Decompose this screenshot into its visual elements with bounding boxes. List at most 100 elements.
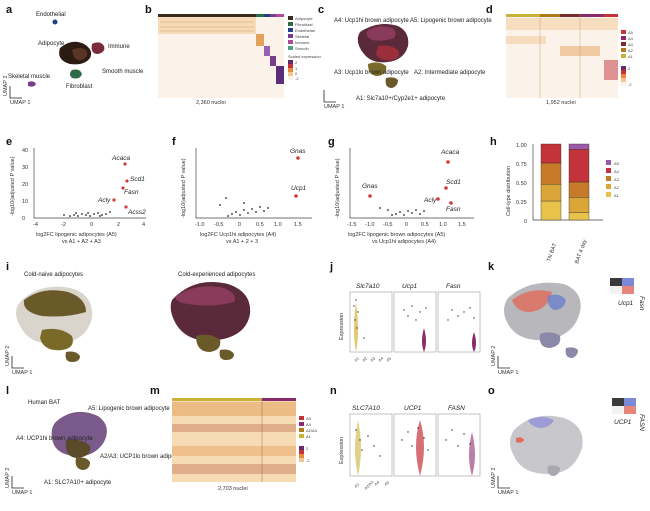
panel-a-label: a	[6, 4, 13, 16]
h-legend-label-a4: A4	[614, 169, 620, 174]
g-ylabel: -log10(adjusted P value)	[335, 158, 341, 218]
scale-b-tick: 0	[295, 71, 298, 76]
legend-a1: A1	[306, 434, 312, 439]
n-xcat: A2/A3	[363, 479, 375, 491]
g-xlabel: log2FC lipogenic brown adipocytes (A5)	[348, 232, 445, 238]
scale-m-tick: -2	[306, 458, 310, 463]
panel-o-umap: UCP1 FASN UMAP 1 UMAP 2	[491, 398, 645, 496]
panel-a-umap: Endothelial Adipocyte Immune Smooth musc…	[3, 12, 144, 106]
gene-scd1-label: Scd1	[130, 176, 145, 183]
panel-c-label: c	[318, 4, 324, 16]
n-gene-slc7a10: SLC7A10	[352, 405, 380, 412]
legend-adipocyte: Adipocyte	[295, 16, 313, 21]
bar-segment-a4-1	[568, 149, 590, 183]
gene-ucp1-point	[294, 194, 298, 198]
j-gene-fasn: Fasn	[446, 283, 461, 290]
n-xcat: A5	[383, 479, 391, 487]
o-gene-y: FASN	[638, 414, 645, 431]
l-label-a23: A2/A3: UCP1lo brown adipocyte	[100, 454, 186, 460]
scale-b-tick: -2	[295, 76, 299, 81]
gene-acly-label: Acly	[423, 197, 437, 204]
panel-e-volcano: 0 10 20 30 40 -4 -2 0 2 4 Acaca Scd1 Fas…	[10, 148, 146, 245]
gene-fasn-label: Fasn	[124, 189, 139, 196]
e-ytick: 10	[22, 199, 28, 205]
umap1-label: UMAP 1	[498, 370, 518, 376]
g-xtick: -0.5	[383, 222, 392, 228]
gene-acaca-label: Acaca	[440, 149, 459, 156]
scale-m-tick: 2	[306, 446, 309, 451]
panel-j-label: j	[329, 261, 333, 273]
e-xtick: -2	[61, 222, 66, 228]
e-xtick: -4	[33, 222, 38, 228]
g-xtick: 0	[405, 222, 408, 228]
scale-title-b: Scaled expression	[288, 54, 321, 59]
gene-gnas-point	[296, 156, 300, 160]
e-xlabel: log2FC lipogenic adipocytes (A5)	[36, 232, 117, 238]
panel-i-label: i	[6, 261, 9, 273]
gene-gnas-label: Gnas	[290, 148, 306, 155]
g-xlabel-2: vs Ucp1hi adipocytes (A4)	[372, 239, 436, 245]
j-gene-ucp1: Ucp1	[402, 283, 418, 290]
e-xtick: 4	[142, 222, 145, 228]
panel-m-label: m	[150, 385, 160, 397]
f-xtick: -0.5	[214, 222, 223, 228]
umap1-label: UMAP 1	[498, 490, 518, 496]
gene-gnas-label: Gnas	[362, 183, 378, 190]
gene-gnas-point	[368, 194, 372, 198]
panel-b-nuclei: 2,360 nuclei	[196, 100, 226, 106]
h-legend-label-a1: A1	[614, 193, 620, 198]
legend-fibroblast: Fibroblast	[295, 22, 313, 27]
panel-d-label: d	[486, 4, 493, 16]
f-xlabel: log2FC Ucp1hi adipocytes (A4)	[200, 232, 276, 238]
gene-fasn-label: Fasn	[446, 206, 461, 213]
umap2-label: UMAP 2	[5, 468, 11, 488]
h-legend-swatch-a3	[606, 176, 611, 181]
n-xcat: A4	[373, 479, 381, 487]
bar-segment-a2-1	[568, 196, 590, 213]
e-xtick: 0	[90, 222, 93, 228]
umap2-label: UMAP 2	[3, 76, 9, 96]
e-xtick: 2	[117, 222, 120, 228]
panel-g-label: g	[328, 136, 335, 148]
k-gene-y: Fasn	[638, 296, 645, 311]
j-xcat: A3	[369, 355, 377, 363]
gene-acly-point	[112, 198, 116, 202]
h-legend-swatch-a5	[606, 160, 611, 165]
panel-j-violin: Slc7a10 Ucp1 Fasn Expression A1 A2 A3 A4…	[339, 283, 481, 363]
panel-h-label: h	[490, 136, 497, 148]
gene-acaca-label: Acaca	[111, 155, 130, 162]
gene-acaca-point	[123, 162, 127, 166]
g-xtick: 0.5	[421, 222, 429, 228]
label-adipocyte: Adipocyte	[38, 41, 65, 47]
f-ylabel: -log10(adjusted P value)	[181, 158, 187, 218]
h-ytick: 1.00	[516, 143, 527, 149]
i-title-left: Cold-naive adipocytes	[24, 272, 83, 278]
h-ytick: 0.25	[516, 200, 527, 206]
legend-a2: A2	[628, 48, 634, 53]
gene-acaca-point	[446, 160, 450, 164]
j-xcat: A5	[385, 355, 393, 363]
h-ytick: 0.75	[516, 162, 527, 168]
label-a5: A5: Lipogenic brown adipocyte	[410, 18, 492, 24]
umap1-label: UMAP 1	[12, 370, 32, 376]
panel-g-volcano: -1.5 -1.0 -0.5 0 0.5 1.0 1.5 Acaca Gnas …	[335, 148, 474, 245]
l-label-a5: A5: Lipogenic brown adipocyte	[88, 406, 170, 412]
label-a1: A1: Slc7a10+/Cyp2e1+ adipocyte	[356, 96, 446, 102]
panel-n-violin: SLC7A10 UCP1 FASN Expression A1 A2/A3 A4…	[339, 405, 481, 491]
h-xcat-tn: TN BAT	[546, 242, 558, 263]
o-bivariate-key	[612, 398, 624, 406]
label-endothelial: Endothelial	[36, 12, 66, 18]
label-smooth-muscle: Smooth muscle	[102, 69, 144, 75]
e-ytick: 30	[22, 165, 28, 171]
e-ylabel: -log10(adjusted P value)	[10, 156, 16, 216]
gene-acly-label: Acly	[97, 197, 111, 204]
f-xtick: -1.0	[195, 222, 204, 228]
label-a3: A3: Ucp1lo brown adipocyte	[334, 70, 409, 76]
panel-l-label: l	[6, 385, 9, 397]
e-ytick: 40	[22, 148, 28, 154]
legend-a3: A3	[628, 42, 634, 47]
bar-segment-a1-0	[540, 200, 562, 221]
umap2-label: UMAP 2	[491, 346, 497, 366]
e-xlabel-2: vs A1 + A2 + A3	[62, 239, 101, 245]
